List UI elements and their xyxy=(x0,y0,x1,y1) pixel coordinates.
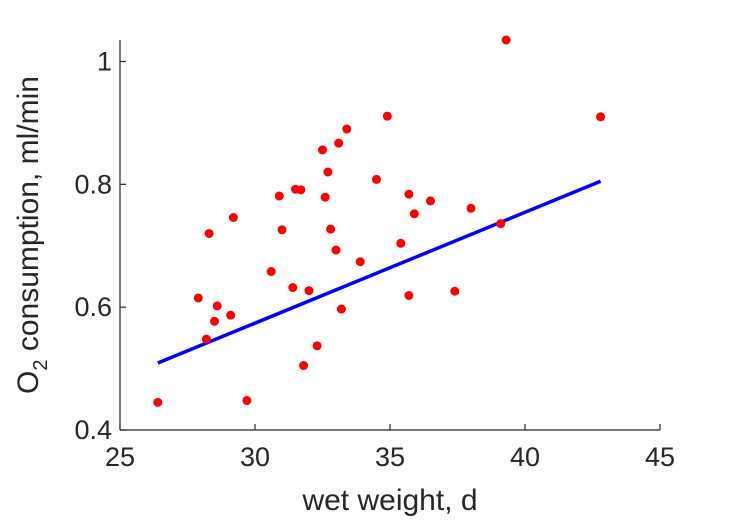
data-point xyxy=(450,286,460,296)
y-axis-label: O2 consumption, ml/min xyxy=(12,76,52,394)
data-point xyxy=(277,225,287,235)
data-point xyxy=(299,361,309,371)
data-point xyxy=(372,174,381,184)
data-point xyxy=(409,209,419,219)
data-point xyxy=(212,301,222,311)
data-points xyxy=(153,35,606,407)
data-point xyxy=(404,290,414,300)
data-point xyxy=(242,396,252,406)
data-point xyxy=(426,196,435,206)
data-point xyxy=(396,238,406,248)
fit-line-group xyxy=(157,179,602,365)
fit-line xyxy=(157,179,602,365)
data-point xyxy=(318,145,327,155)
x-tick-label: 25 xyxy=(105,442,135,472)
data-point xyxy=(228,212,238,222)
data-point xyxy=(288,283,298,293)
x-axis-label: wet weight, d xyxy=(301,484,477,517)
data-point xyxy=(355,257,365,267)
data-point xyxy=(210,316,219,326)
data-point xyxy=(204,228,214,238)
y-axis-label-subscript: 2 xyxy=(30,359,52,370)
data-point xyxy=(226,310,236,320)
data-point xyxy=(320,192,330,202)
x-tick-label: 40 xyxy=(510,442,540,472)
data-point xyxy=(193,293,203,303)
data-point xyxy=(296,185,306,195)
data-point xyxy=(336,304,346,314)
y-tick-label: 1 xyxy=(97,46,112,76)
y-ticks: 0.4 0.6 0.8 1 xyxy=(74,46,126,445)
data-point xyxy=(334,138,344,148)
y-axis-label-prefix: O xyxy=(12,371,45,394)
data-point xyxy=(153,397,163,407)
data-point xyxy=(326,224,336,234)
y-tick-label: 0.6 xyxy=(74,292,112,322)
x-ticks: 25 30 35 40 45 xyxy=(105,424,675,472)
data-point xyxy=(201,334,211,344)
y-tick-label: 0.8 xyxy=(74,169,112,199)
data-point xyxy=(404,189,414,199)
data-point xyxy=(501,35,511,45)
data-point xyxy=(466,203,476,213)
data-point xyxy=(496,219,506,229)
y-axis-label-suffix: consumption, ml/min xyxy=(12,76,45,359)
data-point xyxy=(382,111,392,121)
data-point xyxy=(304,286,314,296)
x-tick-label: 45 xyxy=(645,442,675,472)
data-point xyxy=(274,191,284,201)
x-tick-label: 35 xyxy=(375,442,405,472)
axes xyxy=(119,40,660,431)
data-point xyxy=(312,341,322,351)
data-point xyxy=(331,245,341,255)
data-point xyxy=(266,267,276,277)
x-tick-label: 30 xyxy=(240,442,270,472)
y-tick-label: 0.4 xyxy=(74,415,112,445)
data-point xyxy=(596,112,606,122)
data-point xyxy=(342,124,352,134)
data-point xyxy=(323,167,333,177)
